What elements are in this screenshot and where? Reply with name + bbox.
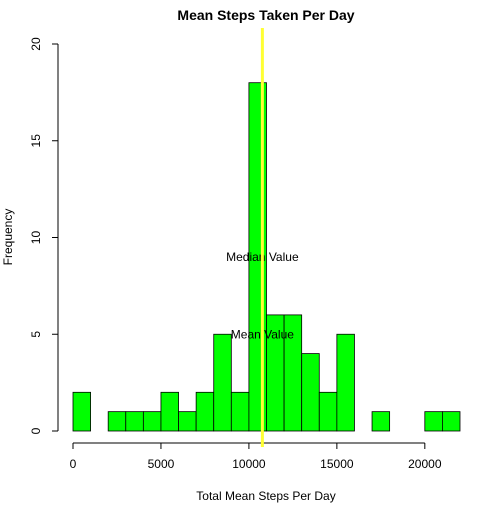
y-tick-label: 10 — [29, 231, 43, 245]
histogram-bar — [318, 391, 338, 432]
histogram-bar — [160, 391, 179, 432]
histogram-bar — [195, 391, 215, 432]
x-axis-label: Total Mean Steps Per Day — [196, 489, 335, 503]
histogram-bar — [336, 333, 355, 432]
y-tick-label: 0 — [29, 427, 43, 434]
x-tick-label: 0 — [70, 457, 77, 471]
histogram-bar — [371, 411, 391, 432]
x-axis: 0 5000 10000 15000 20000 — [70, 442, 442, 471]
chart-title: Mean Steps Taken Per Day — [177, 7, 354, 23]
y-axis: 0 5 10 15 20 — [29, 37, 59, 434]
y-axis-label: Frequency — [1, 209, 15, 266]
x-tick-label: 20000 — [408, 457, 442, 471]
x-tick-label: 10000 — [232, 457, 266, 471]
histogram-bar — [72, 391, 91, 432]
histogram-bar — [107, 411, 127, 432]
histogram-bar — [178, 411, 197, 432]
bars-group — [72, 82, 461, 432]
histogram-bar — [301, 353, 320, 432]
histogram-bar — [213, 333, 232, 432]
y-tick-label: 5 — [29, 331, 43, 338]
histogram-bar — [442, 411, 461, 432]
histogram-bar — [230, 391, 250, 432]
y-tick-label: 15 — [29, 134, 43, 148]
histogram-bar — [142, 411, 162, 432]
histogram-bar — [125, 411, 144, 432]
histogram-bar — [424, 411, 443, 432]
x-tick-label: 5000 — [148, 457, 175, 471]
x-tick-label: 15000 — [320, 457, 354, 471]
y-tick-label: 20 — [29, 37, 43, 51]
